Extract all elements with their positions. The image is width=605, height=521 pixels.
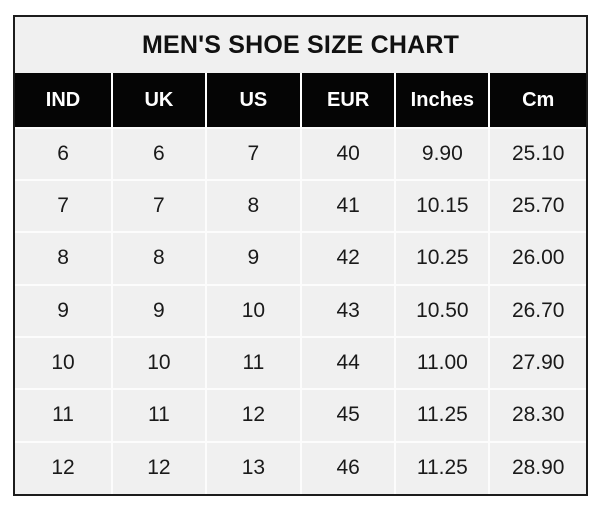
column-header-inches: Inches	[394, 73, 491, 128]
cell-eur: 44	[300, 335, 396, 390]
cell-inches: 10.15	[394, 178, 490, 233]
cell-us: 8	[204, 178, 302, 233]
cell-eur: 42	[300, 231, 396, 285]
table-row: 6 6 7 40 9.90 25.10	[15, 126, 586, 180]
title-row: MEN'S SHOE SIZE CHART	[15, 17, 586, 74]
cell-eur: 43	[300, 283, 396, 337]
cell-cm: 28.90	[488, 440, 586, 494]
column-header-uk: UK	[111, 73, 207, 128]
cell-cm: 26.00	[488, 231, 586, 285]
cell-cm: 25.10	[488, 126, 586, 180]
column-header-us: US	[204, 73, 303, 128]
cell-eur: 45	[300, 388, 396, 442]
cell-eur: 41	[300, 178, 396, 233]
cell-ind: 7	[15, 178, 113, 233]
cell-inches: 11.00	[394, 335, 490, 390]
table-header-row: IND UK US EUR Inches Cm	[15, 73, 586, 128]
table-row: 12 12 13 46 11.25 28.90	[15, 440, 586, 494]
cell-uk: 9	[111, 283, 206, 337]
cell-ind: 12	[15, 440, 113, 494]
column-header-ind: IND	[15, 73, 114, 128]
column-header-eur: EUR	[300, 73, 397, 128]
cell-us: 7	[204, 126, 302, 180]
table-row: 9 9 10 43 10.50 26.70	[15, 283, 586, 337]
cell-cm: 28.30	[488, 388, 586, 442]
cell-inches: 10.25	[394, 231, 490, 285]
cell-uk: 6	[111, 126, 206, 180]
table-row: 8 8 9 42 10.25 26.00	[15, 231, 586, 285]
cell-cm: 26.70	[488, 283, 586, 337]
cell-us: 10	[204, 283, 302, 337]
table-row: 10 10 11 44 11.00 27.90	[15, 335, 586, 390]
cell-uk: 11	[111, 388, 206, 442]
cell-inches: 11.25	[394, 440, 490, 494]
cell-us: 11	[204, 335, 302, 390]
cell-ind: 8	[15, 231, 113, 285]
table-row: 7 7 8 41 10.15 25.70	[15, 178, 586, 233]
cell-us: 12	[204, 388, 302, 442]
table-row: 11 11 12 45 11.25 28.30	[15, 388, 586, 442]
cell-uk: 8	[111, 231, 206, 285]
table-body: MEN'S SHOE SIZE CHART IND UK US EUR Inches Cm…	[15, 17, 586, 494]
size-chart-container: MEN'S SHOE SIZE CHART IND UK US EUR Inches Cm…	[13, 15, 588, 496]
chart-title: MEN'S SHOE SIZE CHART	[15, 17, 586, 74]
cell-eur: 46	[300, 440, 396, 494]
cell-inches: 11.25	[394, 388, 490, 442]
cell-cm: 27.90	[488, 335, 586, 390]
cell-ind: 6	[15, 126, 113, 180]
cell-inches: 9.90	[394, 126, 490, 180]
cell-us: 9	[204, 231, 302, 285]
cell-uk: 10	[111, 335, 206, 390]
shoe-size-table: MEN'S SHOE SIZE CHART IND UK US EUR Inches Cm…	[15, 17, 586, 494]
cell-ind: 11	[15, 388, 113, 442]
column-header-cm: Cm	[488, 73, 586, 128]
cell-ind: 9	[15, 283, 113, 337]
cell-ind: 10	[15, 335, 113, 390]
cell-uk: 7	[111, 178, 206, 233]
cell-eur: 40	[300, 126, 396, 180]
cell-cm: 25.70	[488, 178, 586, 233]
cell-inches: 10.50	[394, 283, 490, 337]
cell-uk: 12	[111, 440, 206, 494]
cell-us: 13	[204, 440, 302, 494]
